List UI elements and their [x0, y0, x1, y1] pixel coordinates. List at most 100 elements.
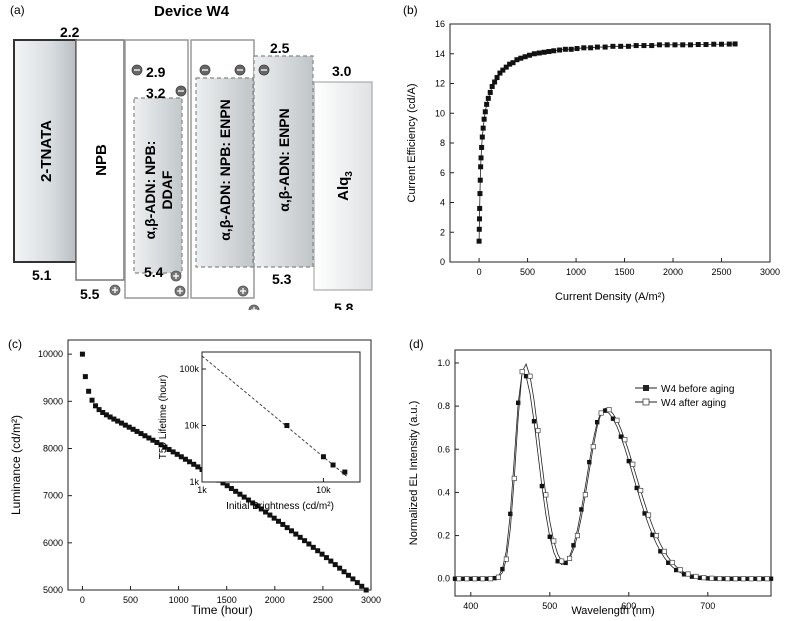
data-point-after — [495, 574, 502, 580]
data-point — [224, 483, 230, 489]
data-point-after — [598, 410, 604, 416]
layer-ddaf-outer — [124, 39, 189, 299]
data-point-after — [638, 487, 644, 494]
data-point — [241, 494, 247, 500]
data-point — [527, 52, 533, 58]
inset-data-point — [284, 423, 290, 429]
data-point-after — [764, 576, 770, 582]
x-axis-label: Time (hour) — [191, 603, 253, 617]
y-tick-label: 5000 — [43, 585, 63, 595]
data-point-after — [480, 576, 486, 582]
data-point — [551, 48, 557, 54]
data-point — [166, 446, 172, 452]
data-point — [297, 534, 303, 540]
data-point — [319, 551, 325, 557]
data-point — [258, 506, 264, 512]
layer-enpn-2 — [253, 55, 314, 268]
y-tick-label: 0.8 — [437, 401, 450, 411]
data-point — [531, 51, 537, 57]
y-tick-label: 6 — [440, 168, 445, 178]
data-point — [518, 55, 524, 61]
data-point — [568, 46, 574, 52]
data-point — [711, 41, 717, 47]
data-point-after — [622, 437, 628, 443]
data-point — [237, 491, 243, 497]
data-point-after — [709, 575, 715, 581]
data-point-after — [543, 492, 549, 498]
legend-marker-before — [643, 385, 649, 391]
data-point-after — [748, 576, 754, 582]
x-tick-label: 600 — [621, 601, 636, 611]
x-tick-label: 500 — [520, 267, 535, 277]
data-point — [359, 583, 365, 589]
inset-y-tick-label: 10k — [184, 421, 199, 431]
data-point-before — [634, 485, 639, 491]
y-tick-label: 14 — [435, 49, 445, 59]
lumo-ddaf-2: 3.2 — [146, 85, 166, 101]
data-point — [118, 420, 124, 426]
data-point — [503, 64, 509, 70]
data-point — [111, 416, 117, 422]
data-point — [703, 42, 709, 48]
x-tick-label: 500 — [123, 595, 138, 605]
hole-icons — [109, 270, 260, 310]
inset-frame — [201, 351, 361, 483]
data-point-before — [697, 575, 703, 581]
y-tick-label: 10 — [435, 108, 445, 118]
lumo-ddaf: 2.9 — [146, 64, 166, 80]
data-point — [602, 44, 608, 50]
x-tick-label: 3000 — [361, 595, 381, 605]
data-point — [130, 426, 136, 432]
data-point-after — [574, 533, 581, 539]
data-point-before — [689, 574, 695, 579]
data-point — [489, 83, 495, 89]
data-point-before — [666, 560, 671, 565]
data-point-before — [681, 572, 687, 577]
layer-npb-label: NPB — [93, 144, 110, 176]
data-point — [178, 454, 184, 460]
data-point-before — [508, 511, 513, 517]
layer-alq3-label: Alq3 — [335, 171, 355, 201]
y-tick-label: 8000 — [43, 443, 63, 453]
panel-d-label: (d) — [409, 337, 424, 351]
data-point — [514, 57, 520, 63]
y-axis-label: Luminance (cd/m²) — [9, 415, 23, 515]
data-point — [477, 191, 483, 197]
data-point-before — [547, 534, 552, 539]
y-tick-label: 4 — [440, 198, 445, 208]
data-point — [510, 60, 516, 66]
y-tick-label: 0.0 — [437, 574, 450, 584]
legend-label-after: W4 after aging — [661, 398, 726, 409]
data-point-before — [571, 543, 576, 548]
data-point — [522, 54, 528, 60]
data-point-after — [614, 417, 620, 423]
data-point-before — [642, 511, 647, 516]
data-point — [142, 433, 148, 439]
data-point-before — [500, 566, 505, 572]
data-point — [649, 43, 655, 49]
y-tick-label: 9000 — [43, 396, 63, 406]
data-point — [478, 155, 484, 161]
homo-ddaf: 5.4 — [144, 264, 164, 280]
x-tick-label: 2500 — [313, 595, 333, 605]
data-point — [146, 435, 152, 441]
data-point — [541, 49, 547, 55]
plot-frame — [449, 23, 771, 263]
layer-2-tnata-label: 2-TNATA — [38, 120, 55, 182]
data-point-after — [582, 492, 588, 498]
data-point-before — [626, 458, 631, 464]
data-point-after — [527, 373, 533, 379]
legend: W4 before aging W4 after aging — [635, 384, 734, 409]
data-point-before — [587, 459, 592, 465]
data-point — [254, 503, 260, 509]
data-point — [494, 75, 500, 81]
data-point — [288, 528, 294, 534]
data-point — [354, 580, 360, 586]
y-tick-label: 8 — [440, 138, 445, 148]
data-point-before — [539, 483, 545, 489]
y-tick-label: 16 — [435, 19, 445, 29]
layer-enpn-2-label: α,β-ADN: ENPN — [276, 108, 292, 211]
inset-y-tick-label: 1k — [189, 477, 199, 487]
data-point — [267, 512, 273, 518]
data-point-before — [579, 507, 584, 512]
